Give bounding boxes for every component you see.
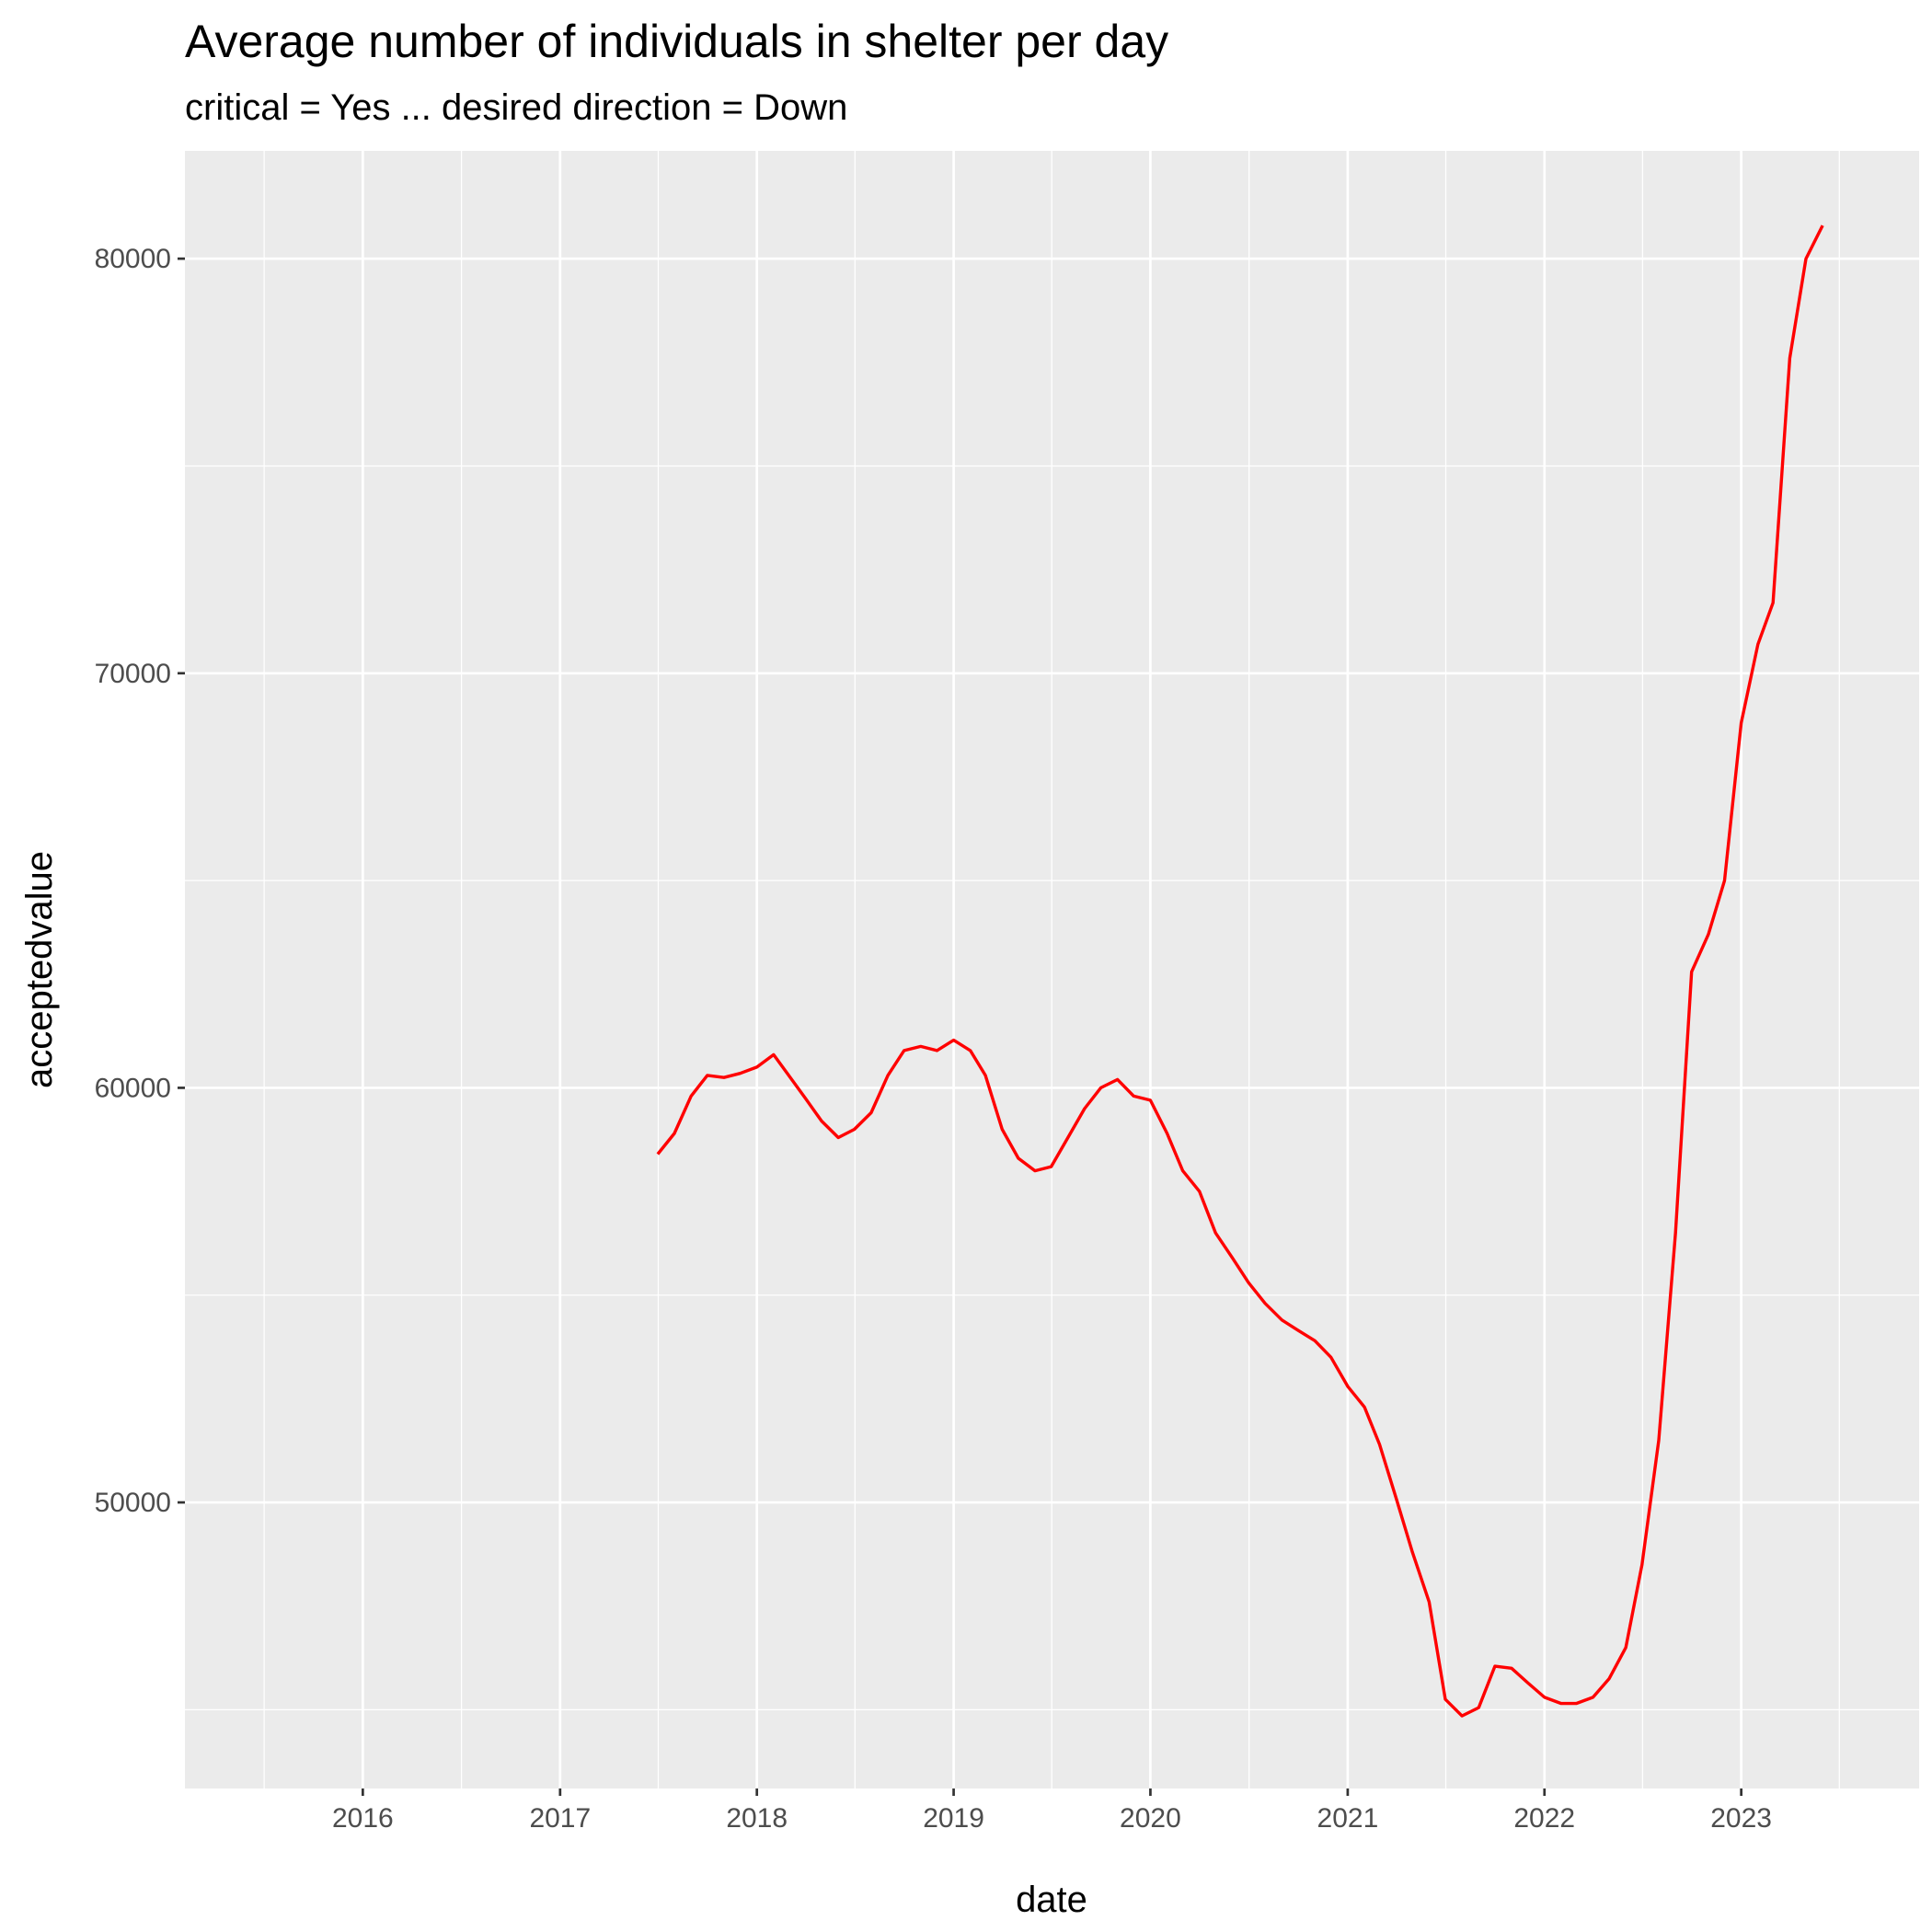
y-tick-label: 80000 [95,244,171,274]
x-tick-label: 2022 [1513,1803,1575,1834]
y-tick-label: 60000 [95,1073,171,1103]
chart-subtitle: critical = Yes ... desired direction = D… [185,87,847,128]
x-tick-label: 2017 [529,1803,591,1834]
x-axis-title: date [1016,1880,1087,1920]
major-gridlines [185,151,1919,1788]
y-tick-label: 70000 [95,659,171,689]
chart-title: Average number of individuals in shelter… [185,16,1168,67]
x-tick-label: 2016 [332,1803,394,1834]
x-tick-label: 2020 [1120,1803,1181,1834]
x-tick-label: 2018 [726,1803,788,1834]
y-tick-label: 50000 [95,1488,171,1518]
x-tick-label: 2021 [1317,1803,1379,1834]
y-axis-title: acceptedvalue [19,851,60,1088]
minor-gridlines [185,151,1919,1788]
x-tick-label: 2023 [1710,1803,1772,1834]
series-line-0 [656,224,1824,1718]
series-layer [656,224,1824,1718]
x-axis: 2016 2017 2018 2019 2020 2021 2022 2023 [332,1788,1772,1834]
y-axis: 50000 60000 70000 80000 [95,244,185,1518]
x-tick-label: 2019 [923,1803,984,1834]
